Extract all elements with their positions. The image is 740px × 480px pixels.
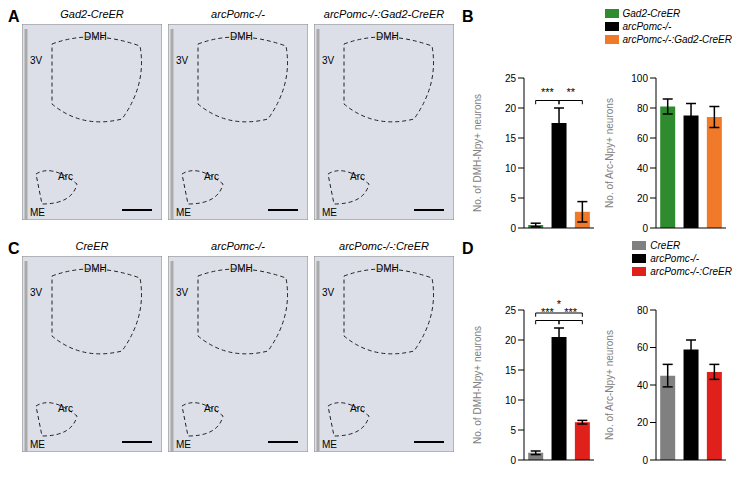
svg-text:3V: 3V: [176, 287, 189, 298]
svg-text:Arc: Arc: [204, 403, 219, 414]
svg-text:Arc: Arc: [204, 171, 219, 182]
svg-text:Arc: Arc: [58, 171, 73, 182]
svg-text:25: 25: [505, 305, 517, 316]
svg-text:DMH: DMH: [84, 263, 107, 274]
svg-text:ME: ME: [322, 439, 337, 450]
svg-text:100: 100: [631, 73, 648, 84]
svg-text:No. of Arc-Npy+ neurons: No. of Arc-Npy+ neurons: [604, 330, 615, 440]
svg-text:20: 20: [505, 103, 517, 114]
html-text:arcPomc-/-:Gad2-CreER: arcPomc-/-:Gad2-CreER: [622, 34, 732, 45]
svg-text:***: ***: [564, 306, 578, 318]
svg-text:0: 0: [642, 223, 648, 234]
svg-text:20: 20: [637, 417, 649, 428]
svg-text:3V: 3V: [322, 55, 335, 66]
svg-text:ME: ME: [176, 207, 191, 218]
svg-text:DMH: DMH: [84, 31, 107, 42]
html-text:Gad2-CreER: Gad2-CreER: [622, 8, 681, 19]
html-text:A: A: [8, 8, 20, 25]
html-text:arcPomc-/-: arcPomc-/-: [211, 240, 265, 252]
svg-text:DMH: DMH: [376, 263, 399, 274]
svg-text:ME: ME: [30, 439, 45, 450]
svg-text:*: *: [557, 298, 562, 310]
html-text:CreER: CreER: [75, 240, 109, 252]
html-text:arcPomc-/-:Gad2-CreER: arcPomc-/-:Gad2-CreER: [323, 8, 445, 20]
svg-text:5: 5: [510, 193, 516, 204]
svg-text:DMH: DMH: [230, 263, 253, 274]
svg-text:10: 10: [505, 395, 517, 406]
svg-text:10: 10: [505, 163, 517, 174]
svg-text:20: 20: [637, 193, 649, 204]
svg-text:ME: ME: [322, 207, 337, 218]
svg-text:Arc: Arc: [58, 403, 73, 414]
html-text:CreER: CreER: [650, 240, 681, 251]
svg-text:No. of DMH-Npy+ neurons: No. of DMH-Npy+ neurons: [472, 94, 483, 212]
svg-text:40: 40: [637, 163, 649, 174]
svg-text:15: 15: [505, 365, 517, 376]
html-text:arcPomc-/-:CreER: arcPomc-/-:CreER: [339, 240, 429, 252]
svg-text:0: 0: [510, 223, 516, 234]
html-text:arcPomc-/-: arcPomc-/-: [211, 8, 265, 20]
svg-text:ME: ME: [176, 439, 191, 450]
html-text:B: B: [462, 8, 474, 25]
svg-text:Arc: Arc: [350, 403, 365, 414]
svg-text:15: 15: [505, 133, 517, 144]
svg-text:DMH: DMH: [376, 31, 399, 42]
html-text:arcPomc-/-:CreER: arcPomc-/-:CreER: [650, 266, 732, 277]
svg-text:80: 80: [637, 305, 649, 316]
svg-text:60: 60: [637, 342, 649, 353]
svg-text:No. of DMH-Npy+ neurons: No. of DMH-Npy+ neurons: [472, 326, 483, 444]
svg-text:***: ***: [541, 86, 555, 98]
html-text:C: C: [8, 240, 20, 257]
svg-text:20: 20: [505, 335, 517, 346]
svg-text:3V: 3V: [30, 287, 43, 298]
svg-text:No. of Arc-Npy+ neurons: No. of Arc-Npy+ neurons: [604, 98, 615, 208]
svg-text:0: 0: [642, 455, 648, 466]
svg-text:60: 60: [637, 133, 649, 144]
svg-text:3V: 3V: [176, 55, 189, 66]
svg-text:40: 40: [637, 380, 649, 391]
html-text:arcPomc-/-: arcPomc-/-: [650, 253, 700, 264]
svg-text:ME: ME: [30, 207, 45, 218]
svg-text:**: **: [566, 86, 575, 98]
html-text:arcPomc-/-: arcPomc-/-: [622, 21, 672, 32]
svg-text:5: 5: [510, 425, 516, 436]
svg-text:3V: 3V: [322, 287, 335, 298]
svg-text:3V: 3V: [30, 55, 43, 66]
html-text:D: D: [462, 240, 474, 257]
html-text:Gad2-CreER: Gad2-CreER: [60, 8, 124, 20]
svg-text:25: 25: [505, 73, 517, 84]
svg-text:***: ***: [541, 306, 555, 318]
svg-text:Arc: Arc: [350, 171, 365, 182]
svg-text:0: 0: [510, 455, 516, 466]
svg-text:80: 80: [637, 103, 649, 114]
svg-text:DMH: DMH: [230, 31, 253, 42]
